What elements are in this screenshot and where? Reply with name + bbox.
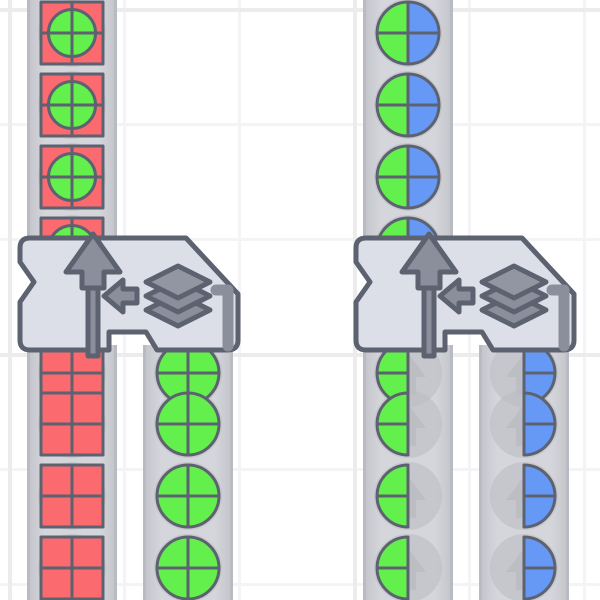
shape-item[interactable] [35, 459, 109, 533]
tier-number [546, 284, 570, 352]
shape-item[interactable] [371, 531, 445, 600]
shape-item[interactable] [371, 140, 445, 214]
shape-item[interactable] [487, 459, 561, 533]
shape-item[interactable] [151, 531, 225, 600]
shape-item[interactable] [151, 459, 225, 533]
shape-item[interactable] [487, 387, 561, 461]
tier-number [210, 284, 234, 352]
shape-item[interactable] [371, 68, 445, 142]
shape-item[interactable] [35, 531, 109, 600]
shape-item[interactable] [35, 387, 109, 461]
shape-item[interactable] [151, 387, 225, 461]
shape-item[interactable] [35, 140, 109, 214]
shape-item[interactable] [371, 459, 445, 533]
shape-item[interactable] [371, 387, 445, 461]
stacker-machine[interactable] [12, 230, 250, 362]
arrow-up-icon [399, 231, 459, 359]
arrow-up-icon [63, 231, 123, 359]
stacker-machine[interactable] [348, 230, 586, 362]
layers-stack-icon [143, 263, 213, 329]
shape-item[interactable] [35, 0, 109, 70]
shape-item[interactable] [371, 0, 445, 70]
shape-item[interactable] [487, 531, 561, 600]
shape-item[interactable] [35, 68, 109, 142]
layers-stack-icon [479, 263, 549, 329]
